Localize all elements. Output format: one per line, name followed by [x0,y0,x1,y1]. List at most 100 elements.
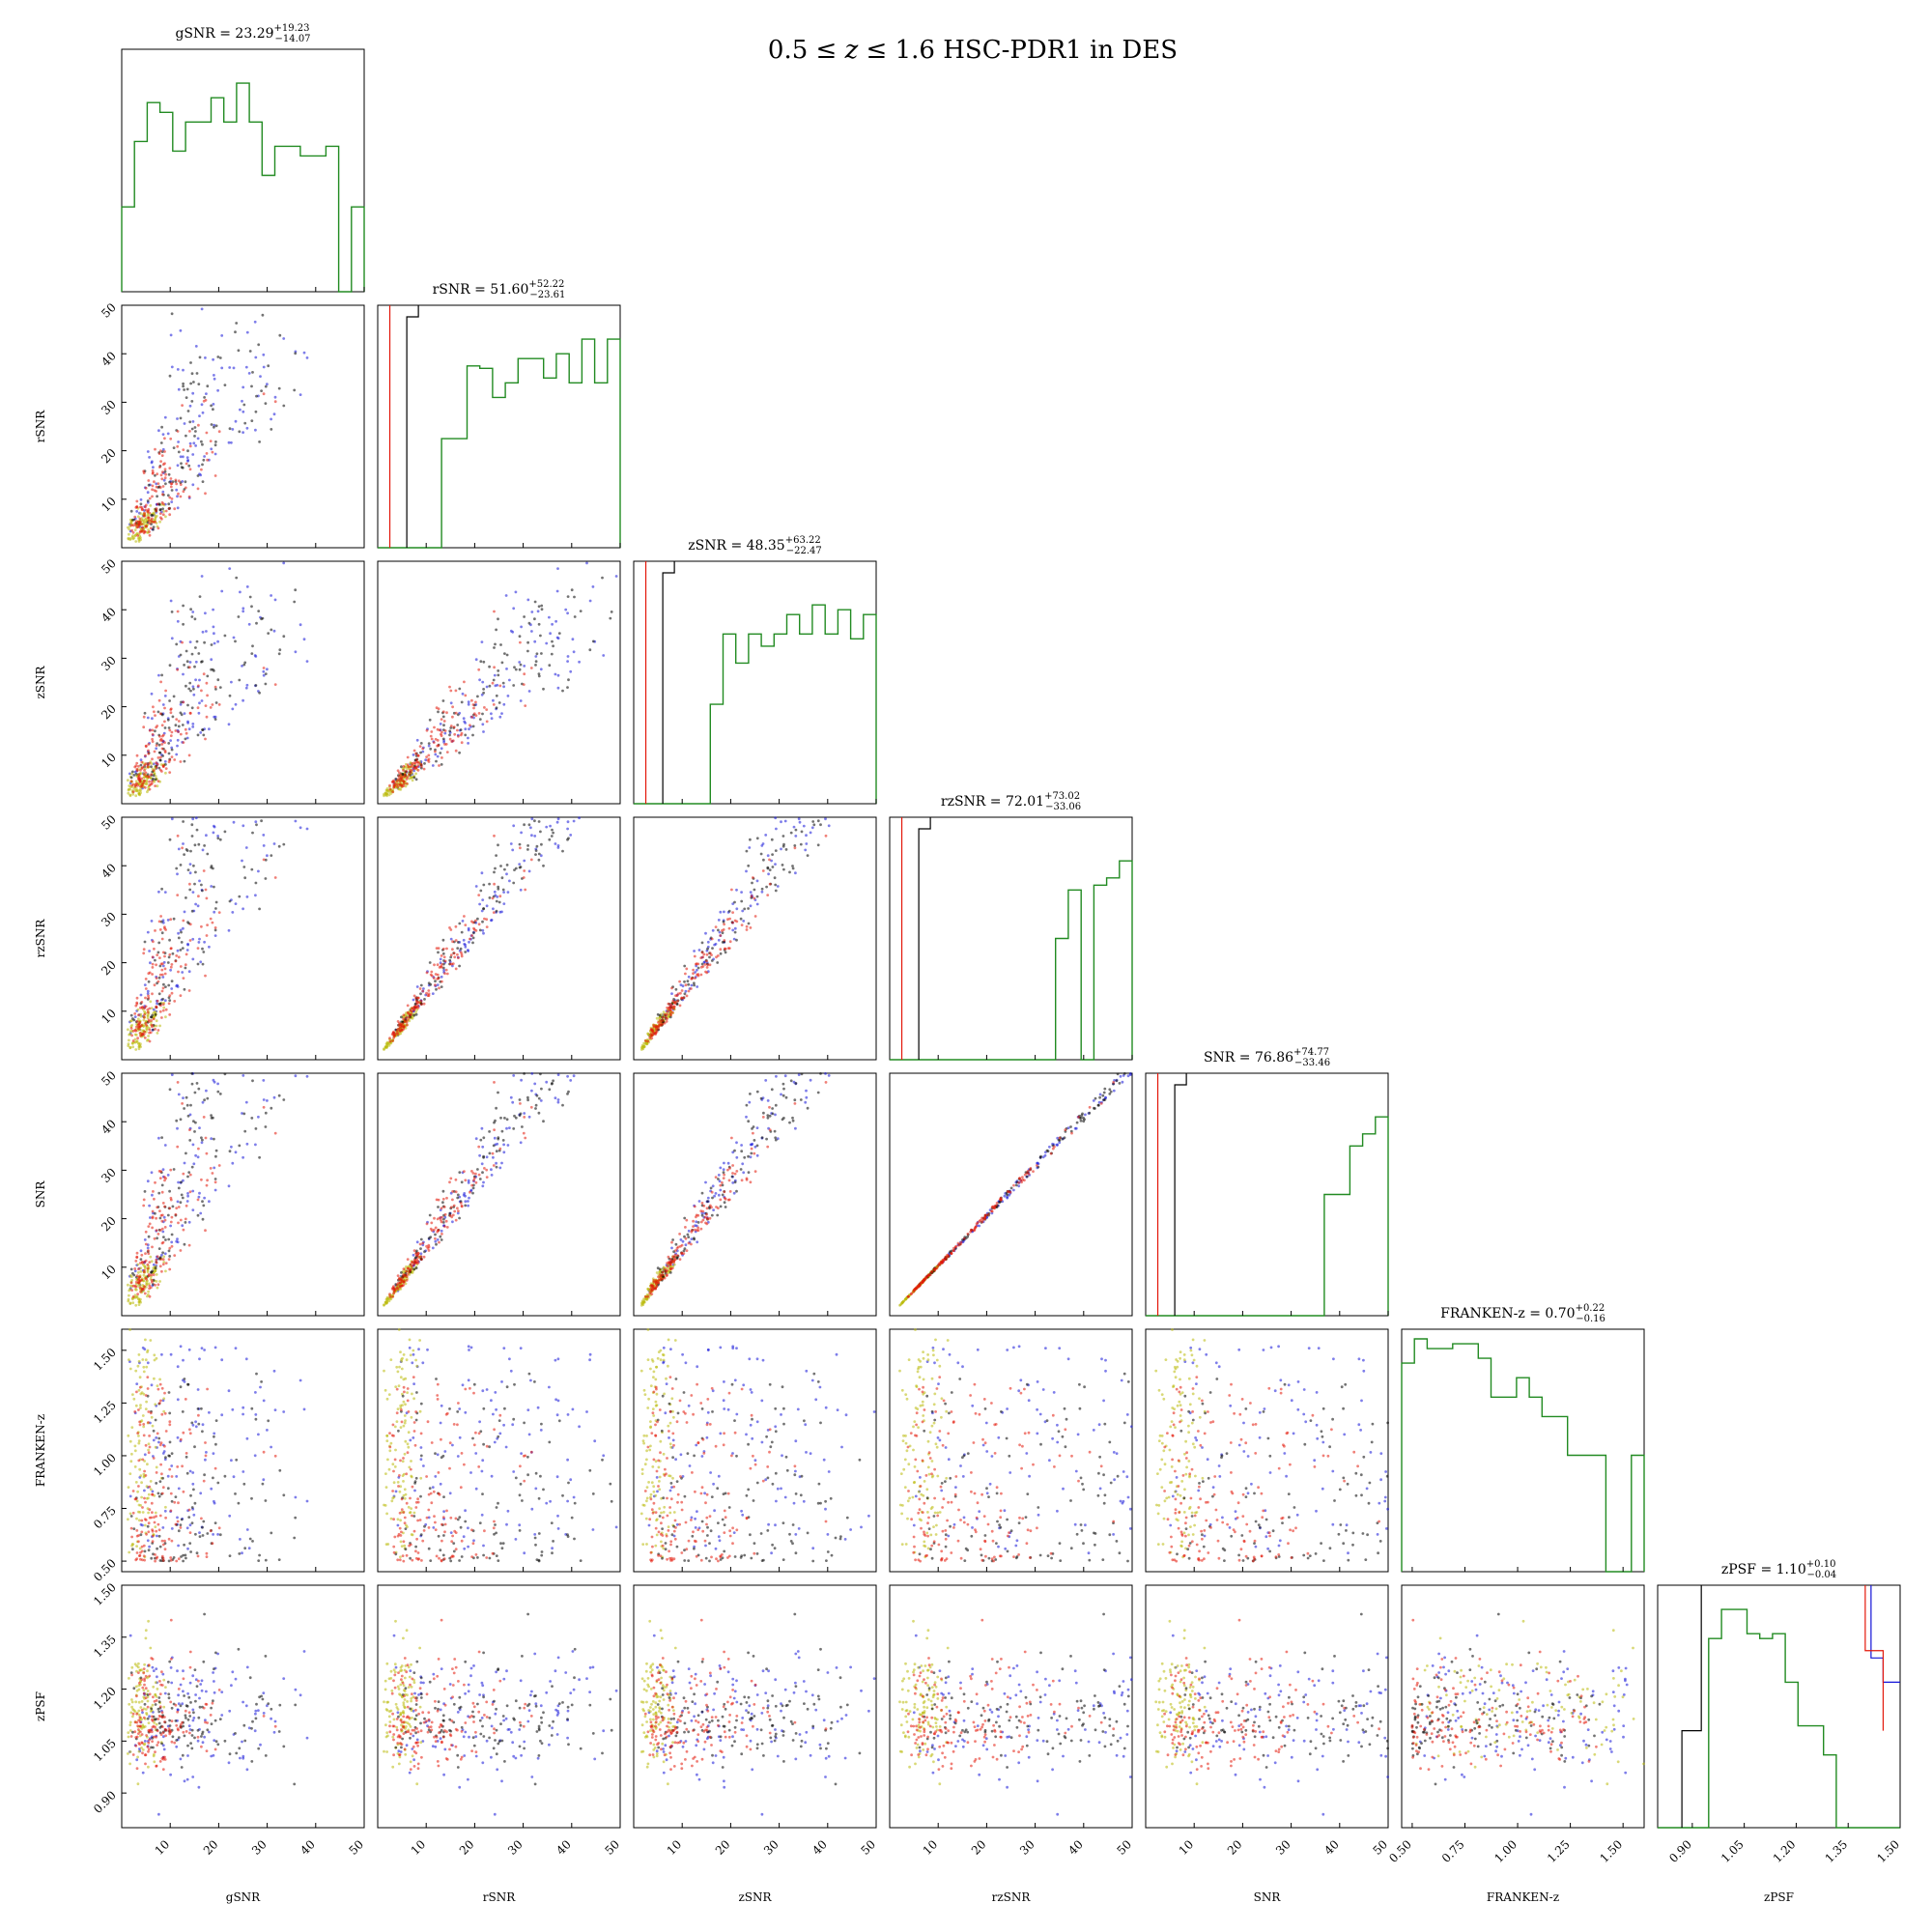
point-black [152,526,156,528]
point-blue [794,871,797,875]
point-red [175,482,179,486]
point-red [669,1267,673,1271]
point-black [752,1125,755,1128]
point-red [148,533,152,537]
point-black [216,837,220,840]
point-yellow [134,794,138,798]
point-black [213,425,215,429]
point-black [171,952,175,955]
point-red [135,753,139,757]
point-black [188,681,192,685]
point-red [416,1251,420,1255]
point-black [260,389,263,392]
point-yellow [414,772,417,776]
point-red [158,449,162,453]
point-blue [464,722,467,724]
point-red [213,1180,217,1184]
point-red [168,496,172,499]
point-blue [194,345,198,348]
point-blue [827,824,831,828]
point-black [503,867,506,871]
point-red [140,1024,144,1027]
point-black [495,1150,498,1153]
point-blue [212,608,215,611]
point-red [750,895,753,898]
point-red [163,1218,167,1222]
point-black [471,724,475,728]
point-black [132,1018,136,1022]
point-blue [254,428,257,432]
point-blue [197,464,201,468]
point-black [197,652,201,655]
point-blue [783,1074,787,1078]
point-black [166,718,170,722]
point-blue [496,895,499,898]
point-red [144,508,148,512]
point-red [692,1225,695,1228]
point-red [155,485,158,489]
point-black [186,1114,190,1118]
point-black [806,854,810,857]
point-red [197,684,200,688]
histogram-title-plus: +52.22 [528,279,564,290]
point-blue [266,668,269,671]
point-blue [508,879,511,883]
point-black [160,1183,164,1187]
point-red [493,1128,496,1131]
point-red [147,749,150,753]
point-red [155,725,158,729]
point-blue [170,500,174,503]
point-blue [200,575,204,578]
point-black [254,1127,258,1130]
point-red [427,1243,431,1247]
point-red [750,1147,753,1151]
point-blue [194,902,198,906]
point-black [791,867,795,870]
point-red [388,1037,391,1040]
point-black [518,842,522,846]
point-red [703,963,707,966]
point-yellow [164,771,167,775]
point-yellow [384,1300,387,1304]
point-red [196,487,200,491]
point-red [673,1258,677,1261]
point-black [201,947,204,951]
point-red [145,525,149,528]
point-black [791,1119,795,1122]
point-black [551,828,554,832]
point-blue [191,453,195,456]
point-yellow [127,1042,130,1046]
point-black [771,853,774,856]
point-blue [480,640,484,643]
point-blue [245,1142,249,1146]
point-blue [783,819,787,823]
point-black [168,1255,172,1258]
point-blue [750,1143,753,1147]
point-blue [216,835,220,838]
point-blue [146,1179,150,1183]
point-red [169,707,173,711]
point-red [147,775,151,778]
point-black [243,421,247,425]
panel-gSNR-vs-gSNR: gSNR = 23.29+19.23 −14.07 [121,23,365,293]
point-red [440,1233,443,1236]
point-red [395,782,399,786]
point-red [169,437,173,440]
point-red [910,1292,913,1295]
point-red [217,430,221,434]
point-red [451,1198,454,1202]
point-red [135,505,139,508]
point-red [148,728,152,732]
point-red [156,1255,159,1259]
point-black [1079,1119,1083,1122]
point-blue [439,723,442,725]
point-blue [474,658,478,662]
point-red [661,1022,665,1026]
point-red [405,1269,409,1273]
point-black [686,980,690,983]
point-red [403,773,407,777]
point-red [678,1233,681,1236]
point-blue [1112,1089,1116,1093]
point-blue [176,1398,180,1402]
point-red [163,751,167,753]
